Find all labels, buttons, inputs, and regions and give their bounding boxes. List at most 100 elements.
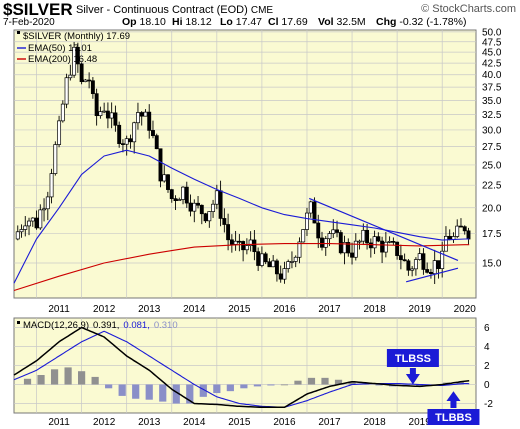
price-candle [105,110,110,119]
macd-histogram-bar [118,384,126,396]
macd-histogram-bar [91,376,99,385]
credit-label: © StockCharts.com [421,3,516,15]
macd-histogram-bar [145,384,153,400]
price-candle [466,230,471,240]
macd-histogram-bar [348,381,356,385]
price-candle [286,261,291,269]
price-x-tick-label: 2019 [409,304,432,315]
macd-histogram-bar [37,375,45,385]
price-candle [188,202,193,212]
price-candle [218,190,223,219]
price-candle [117,124,122,144]
price-y-tick-label: 50.0 [482,27,502,38]
price-candle [60,103,65,122]
macd-y-tick-label: 0 [484,380,490,391]
price-candle [173,198,178,201]
price-y-tick-label: 40.0 [482,70,502,81]
price-candle [128,138,133,143]
price-candle [87,79,92,82]
price-candle [278,273,283,280]
price-candle [15,231,20,240]
price-candle [338,232,343,254]
price-candle [274,260,279,275]
macd-histogram-bar [456,381,464,385]
price-candle [308,201,313,214]
ema200-line [13,243,470,292]
instrument-name: Silver - Continuous Contract (EOD) CME [76,4,274,16]
price-candle [316,222,321,239]
macd-x-tick-label: 2019 [409,417,432,428]
macd-line [13,326,470,409]
price-y-tick-label: 35.0 [482,96,502,107]
price-x-tick-label: 2013 [138,304,161,315]
price-candle [436,260,441,270]
price-candle [64,77,69,105]
macd-histogram-bar [78,371,86,385]
macd-x-tick-label: 2018 [363,417,386,428]
macd-histogram-bar [213,384,221,394]
price-candle [49,173,54,198]
price-candle [455,225,460,237]
price-x-tick-label: 2016 [273,304,296,315]
annotation-tlbbs-label: TLBBS [435,412,472,424]
price-candle [196,202,200,206]
price-candle [301,229,306,243]
macd-histogram-bar [105,384,113,389]
price-candle [271,260,276,268]
macd-x-tick-label: 2014 [183,417,206,428]
price-x-tick-label: 2015 [228,304,251,315]
price-candle [259,253,264,266]
price-candle [222,218,227,225]
price-candle [102,110,107,113]
legend-ema50-label: EMA(50) 17.01 [28,43,92,54]
price-candle [166,174,170,190]
price-candle [27,220,31,227]
price-candle [211,203,216,212]
macd-histogram-bar [375,384,383,386]
macd-y-tick-label: 2 [484,361,490,372]
legend-macd-swatch [17,321,20,324]
symbol-label: $SILVER [3,0,73,19]
price-candle [428,271,433,275]
legend-macd-label-0: MACD(12,26,9) [23,320,89,331]
price-candle [440,250,445,270]
macd-histogram-bar [280,384,289,386]
price-candle [229,239,234,245]
price-y-tick-label: 17.5 [482,229,502,240]
change-value: Chg -0.32 (-1.78%) [376,16,467,28]
price-candle [282,268,287,280]
price-candle [98,111,103,117]
price-candle [335,229,339,233]
price-candle [53,144,58,174]
trendline [405,267,459,283]
price-candle [417,253,422,260]
price-y-tick-label: 22.5 [482,181,502,192]
macd-x-tick-label: 2015 [228,417,251,428]
macd-x-tick-label: 2016 [273,417,296,428]
price-x-tick-label: 2014 [183,304,206,315]
price-candle [252,239,257,253]
price-candle [256,251,261,266]
macd-histogram-bar [159,384,167,402]
price-candle [406,260,411,271]
price-candle [387,241,392,243]
macd-histogram-bar [226,384,234,392]
macd-histogram-bar [294,380,302,385]
legend-ema200-label: EMA(200) 16.48 [28,54,97,65]
price-candle [459,225,463,228]
legend-macd-label-3: 0.310 [154,320,178,331]
price-candle [331,229,336,234]
price-candle [124,138,129,145]
macd-x-tick-label: 2012 [93,417,116,428]
price-candle [293,256,298,262]
price-candle [203,213,208,222]
price-candle [312,201,317,224]
price-candle [162,174,167,182]
price-y-tick-label: 27.5 [482,142,502,153]
price-candle [365,229,370,244]
price-candle [376,236,381,242]
macd-histogram-bar [267,384,275,386]
macd-histogram-bar [253,384,261,387]
price-y-tick-label: 32.5 [482,110,502,121]
